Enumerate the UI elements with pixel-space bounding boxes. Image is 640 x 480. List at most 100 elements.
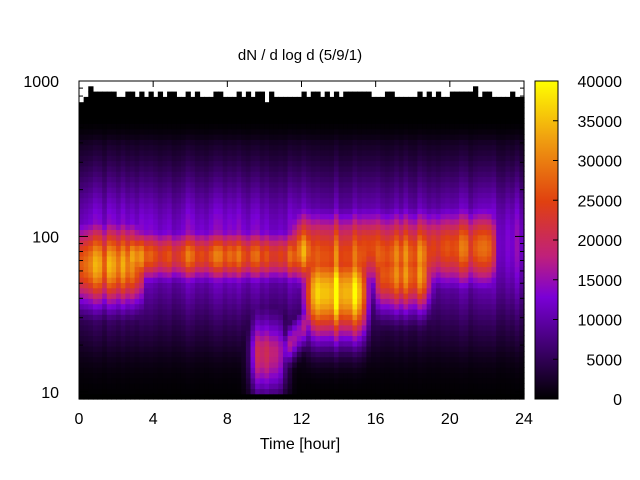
heat-cell bbox=[139, 218, 145, 225]
heat-cell bbox=[287, 324, 293, 331]
heat-cell bbox=[315, 293, 321, 299]
heat-cell bbox=[384, 155, 391, 162]
heat-cell bbox=[473, 335, 479, 342]
heat-cell bbox=[231, 213, 238, 220]
heat-cell bbox=[394, 123, 400, 130]
heat-cell bbox=[83, 102, 89, 109]
heat-cell bbox=[190, 367, 196, 374]
heat-cell bbox=[398, 102, 405, 109]
heat-cell bbox=[250, 346, 256, 352]
heat-cell bbox=[134, 197, 140, 204]
heat-cell bbox=[157, 134, 164, 140]
heat-cell bbox=[320, 261, 326, 268]
heat-cell bbox=[143, 266, 150, 273]
heat-cell bbox=[468, 266, 474, 273]
heat-cell bbox=[329, 107, 335, 114]
heat-cell bbox=[468, 335, 474, 342]
heat-cell bbox=[134, 335, 140, 342]
heat-cell bbox=[167, 261, 173, 268]
heat-cell bbox=[148, 213, 154, 220]
heat-cell bbox=[185, 197, 191, 204]
heat-cell bbox=[435, 308, 442, 315]
heat-cell bbox=[366, 393, 372, 400]
heat-cell bbox=[167, 229, 173, 236]
heat-cell bbox=[204, 96, 210, 103]
heat-cell bbox=[310, 202, 317, 209]
heat-cell bbox=[204, 139, 210, 146]
heat-cell bbox=[361, 160, 367, 167]
heat-cell bbox=[417, 393, 423, 400]
heat-cell bbox=[190, 112, 196, 119]
heat-cell bbox=[241, 176, 247, 183]
heat-cell bbox=[83, 187, 89, 193]
heat-cell bbox=[278, 298, 284, 305]
heat-cell bbox=[134, 118, 140, 124]
heat-cell bbox=[473, 298, 479, 305]
heat-cell bbox=[162, 287, 168, 294]
heat-cell bbox=[343, 330, 349, 336]
heat-cell bbox=[185, 128, 191, 135]
heat-cell bbox=[403, 298, 409, 305]
heat-cell bbox=[366, 107, 372, 114]
heat-cell bbox=[199, 293, 205, 299]
heat-cell bbox=[357, 319, 363, 326]
heat-cell bbox=[227, 176, 233, 183]
heat-cell bbox=[227, 255, 233, 262]
heat-cell bbox=[422, 208, 428, 215]
heat-cell bbox=[398, 308, 405, 315]
heat-cell bbox=[403, 192, 409, 199]
heat-cell bbox=[380, 388, 386, 395]
heat-cell bbox=[148, 197, 154, 204]
heat-cell bbox=[194, 271, 201, 278]
heat-cell bbox=[361, 335, 367, 342]
heat-cell bbox=[292, 171, 298, 177]
heat-cell bbox=[459, 377, 465, 384]
heat-cell bbox=[213, 372, 219, 379]
heat-cell bbox=[431, 340, 437, 347]
heat-cell bbox=[301, 181, 307, 188]
heat-cell bbox=[102, 277, 108, 283]
heat-cell bbox=[79, 245, 85, 252]
heat-cell bbox=[329, 240, 335, 246]
heat-cell bbox=[236, 218, 242, 225]
heat-cell bbox=[255, 123, 261, 130]
heat-cell bbox=[473, 229, 479, 236]
heat-cell bbox=[384, 367, 391, 374]
heat-cell bbox=[139, 330, 145, 336]
heat-cell bbox=[139, 303, 145, 310]
heat-cell bbox=[162, 229, 168, 236]
heat-cell bbox=[435, 123, 442, 130]
heat-cell bbox=[287, 351, 293, 358]
heat-cell bbox=[102, 91, 108, 98]
heat-cell bbox=[352, 388, 358, 395]
heat-cell bbox=[264, 271, 270, 278]
heat-cell bbox=[282, 134, 289, 140]
heat-cell bbox=[218, 118, 224, 124]
heat-cell bbox=[412, 330, 418, 336]
heat-cell bbox=[454, 112, 460, 119]
heat-cell bbox=[171, 224, 177, 230]
heat-cell bbox=[231, 319, 238, 326]
heat-cell bbox=[125, 324, 131, 331]
heat-cell bbox=[333, 277, 340, 283]
heat-cell bbox=[375, 282, 381, 289]
heat-cell bbox=[264, 240, 270, 246]
heat-cell bbox=[167, 208, 173, 215]
heat-cell bbox=[473, 271, 479, 278]
heat-cell bbox=[412, 245, 418, 252]
heat-cell bbox=[129, 266, 136, 273]
heat-cell bbox=[301, 372, 307, 379]
heat-cell bbox=[222, 308, 228, 315]
heat-cell bbox=[375, 197, 381, 204]
heat-cell bbox=[97, 165, 103, 172]
heat-cell bbox=[129, 277, 136, 283]
heat-cell bbox=[194, 314, 201, 321]
heat-cell bbox=[218, 255, 224, 262]
heat-cell bbox=[408, 277, 414, 283]
heat-cell bbox=[157, 213, 164, 220]
heat-cell bbox=[213, 181, 219, 188]
heat-cell bbox=[403, 165, 409, 172]
heat-cell bbox=[106, 112, 113, 119]
heat-cell bbox=[296, 208, 303, 215]
heat-cell bbox=[440, 277, 446, 283]
